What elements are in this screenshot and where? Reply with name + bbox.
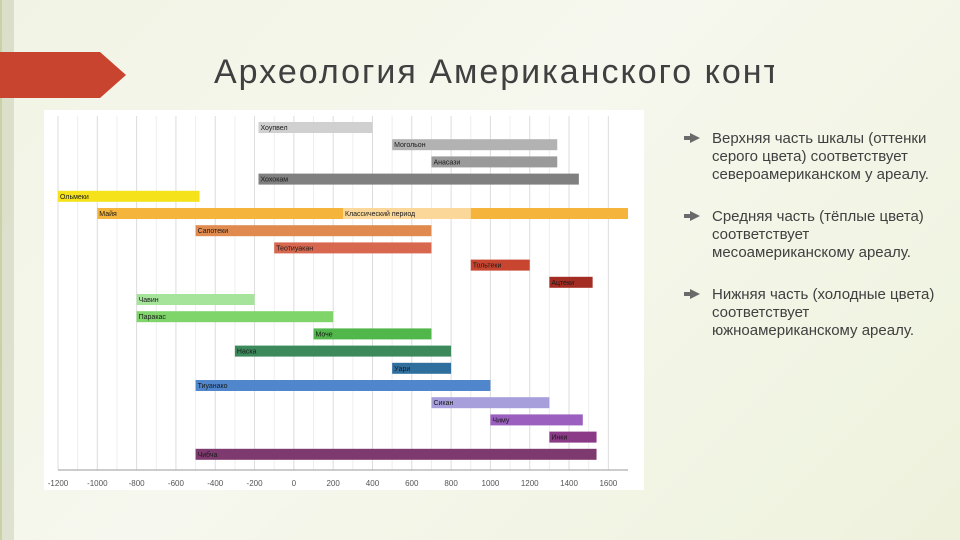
- timeline-bar: [136, 311, 334, 323]
- timeline-bar: [234, 345, 452, 357]
- x-tick-label: 400: [366, 479, 380, 488]
- bullet-text: Средняя часть (тёплые цвета) соответству…: [712, 208, 924, 261]
- x-tick-label: 1200: [521, 479, 539, 488]
- x-tick-label: -1000: [87, 479, 108, 488]
- timeline-bar: [195, 448, 597, 460]
- bar-label: Майя: [99, 210, 117, 218]
- timeline-chart-svg: -1200 -1000 -800 -600 -400 -200 0 200 400 600 800 1…: [48, 116, 628, 488]
- x-tick-label: 1600: [599, 479, 617, 488]
- bullet-arrow-icon: [684, 133, 700, 143]
- bar-label: Паракас: [139, 314, 167, 321]
- bar-label: Уари: [394, 366, 410, 373]
- title-arrow-shape: [0, 52, 126, 98]
- timeline-bar: [136, 294, 255, 305]
- bar-label: Сапотеки: [198, 228, 229, 235]
- timeline-bar: [431, 156, 558, 168]
- bar-label: Теотиуакан: [276, 245, 313, 252]
- bar-label: Могольон: [394, 142, 426, 149]
- bar-label: Анасази: [433, 159, 460, 166]
- x-tick-label: -600: [168, 479, 185, 488]
- timeline-bar: [343, 208, 471, 219]
- bullet-text: Верхняя часть шкалы (оттенки серого цвет…: [712, 130, 929, 183]
- bar-label: Чибча: [198, 451, 218, 459]
- x-tick-label: 0: [292, 479, 297, 488]
- bar-label: Хоупвел: [260, 125, 287, 132]
- bar-label: Наска: [237, 349, 257, 356]
- x-tick-label: 800: [444, 479, 458, 488]
- timeline-bar: [195, 380, 491, 391]
- timeline-bar: [431, 397, 550, 409]
- bar-label: Хохокам: [260, 177, 288, 184]
- x-tick-label: -800: [129, 479, 146, 488]
- bar-label: Сикан: [433, 400, 453, 407]
- bullet-list: Верхняя часть шкалы (оттенки серого цвет…: [684, 130, 950, 364]
- bullet-item-mesoamerica: Средняя часть (тёплые цвета) соответству…: [684, 208, 950, 262]
- timeline-bar: [490, 414, 583, 426]
- x-tick-label: 600: [405, 479, 419, 488]
- timeline-bar: [392, 139, 558, 151]
- bar-label: Ацтеки: [551, 280, 574, 287]
- bullet-text: Нижняя часть (холодные цвета) соответств…: [712, 286, 935, 339]
- x-tick-label: -1200: [48, 479, 69, 488]
- bar-label: Чиму: [492, 417, 509, 424]
- x-tick-label: 1000: [482, 479, 500, 488]
- x-tick-label: -200: [247, 479, 264, 488]
- bar-label: Тольтеки: [473, 263, 502, 270]
- bar-label: Тиуанако: [198, 383, 228, 390]
- bullet-arrow-icon: [684, 289, 700, 299]
- timeline-bar: [258, 122, 373, 133]
- bullet-arrow-icon: [684, 211, 700, 221]
- timeline-bar: [549, 431, 597, 443]
- bullet-item-south-america: Нижняя часть (холодные цвета) соответств…: [684, 286, 950, 340]
- bar-label: Чавин: [139, 297, 159, 304]
- bar-label: Классический период: [345, 210, 415, 218]
- timeline-bar: [470, 259, 530, 271]
- timeline-bar: [313, 328, 432, 340]
- left-decor-line: [0, 0, 2, 540]
- timeline-bar: [58, 190, 200, 202]
- timeline-bar: [392, 362, 452, 374]
- timeline-bar: [258, 173, 579, 185]
- slide-title: Археология Американского континента: [214, 53, 774, 91]
- bar-label: Инки: [551, 435, 567, 442]
- x-tick-label: -400: [207, 479, 224, 488]
- timeline-bar: [549, 276, 593, 288]
- timeline-bar: [195, 225, 432, 237]
- bullet-item-north-america: Верхняя часть шкалы (оттенки серого цвет…: [684, 130, 950, 184]
- bar-label: Моче: [316, 331, 333, 338]
- x-tick-label: 1400: [560, 479, 578, 488]
- timeline-chart: -1200 -1000 -800 -600 -400 -200 0 200 400 600 800 1…: [44, 110, 644, 490]
- timeline-bar: [274, 242, 432, 254]
- x-tick-label: 200: [326, 479, 340, 488]
- left-decor-stripe: [0, 0, 14, 540]
- bar-label: Ольмеки: [60, 194, 89, 201]
